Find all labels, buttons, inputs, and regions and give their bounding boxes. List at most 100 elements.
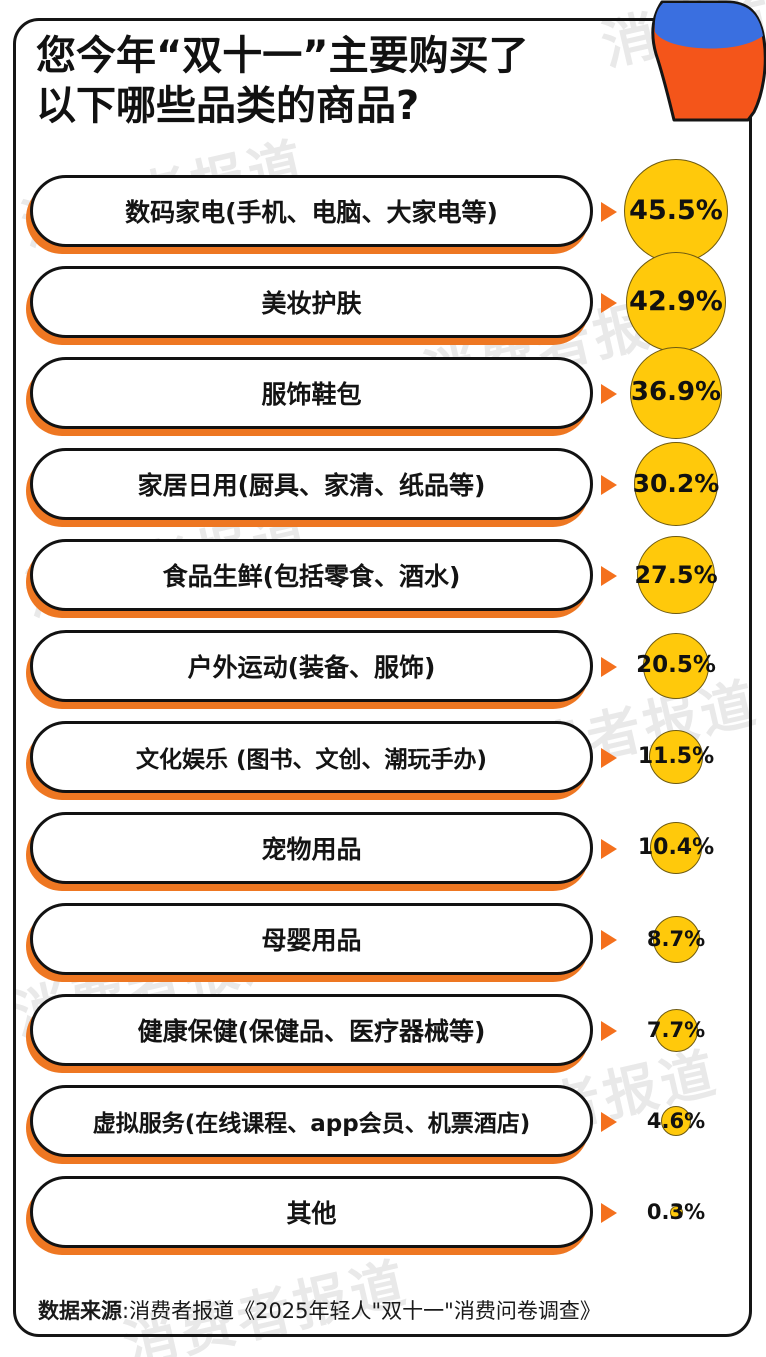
triangle-right-icon — [601, 293, 617, 313]
bubble-circle — [634, 442, 718, 526]
category-pill[interactable]: 健康保健(保健品、医疗器械等) — [26, 994, 593, 1073]
pill-body: 服饰鞋包 — [30, 357, 593, 429]
percentage-bubble: 7.7% — [624, 994, 766, 1066]
data-source-note: 数据来源:消费者报道《2025年轻人"双十一"消费问卷调查》 — [38, 1295, 728, 1325]
category-row: 母婴用品 8.7% — [0, 903, 766, 994]
percentage-bubble: 45.5% — [624, 159, 766, 263]
pill-body: 健康保健(保健品、医疗器械等) — [30, 994, 593, 1066]
bubble-circle — [624, 159, 728, 263]
title-line-1: 您今年“双十一”主要购买了 — [36, 33, 529, 79]
percentage-bubble: 27.5% — [624, 536, 766, 614]
bubble-circle — [669, 1205, 683, 1219]
category-row: 美妆护肤 42.9% — [0, 252, 766, 357]
percentage-bubble: 36.9% — [624, 347, 766, 439]
percentage-bubble: 30.2% — [624, 442, 766, 526]
pill-body: 宠物用品 — [30, 812, 593, 884]
triangle-right-icon — [601, 475, 617, 495]
triangle-right-icon — [601, 657, 617, 677]
category-row: 服饰鞋包 36.9% — [0, 347, 766, 448]
category-label: 数码家电(手机、电脑、大家电等) — [125, 198, 498, 227]
data-source-label: 数据来源 — [38, 1299, 122, 1323]
bubble-circle — [652, 915, 700, 963]
category-row: 食品生鲜(包括零食、酒水) 27.5% — [0, 536, 766, 630]
bubble-circle — [630, 347, 722, 439]
category-row: 文化娱乐 (图书、文创、潮玩手办) 11.5% — [0, 721, 766, 812]
category-label: 其他 — [286, 1199, 337, 1228]
pill-body: 虚拟服务(在线课程、app会员、机票酒店) — [30, 1085, 593, 1157]
category-list: 数码家电(手机、电脑、大家电等) 45.5% 美妆护肤 42.9% 服饰鞋包 36.9% 家… — [0, 159, 766, 1267]
percentage-bubble: 0.3% — [624, 1176, 766, 1248]
percentage-value: 45.5% — [629, 194, 723, 226]
triangle-right-icon — [601, 748, 617, 768]
category-label: 文化娱乐 (图书、文创、潮玩手办) — [135, 747, 488, 773]
percentage-value: 10.4% — [637, 835, 715, 861]
triangle-right-icon — [601, 202, 617, 222]
data-source-separator: : — [122, 1299, 130, 1323]
category-row: 健康保健(保健品、医疗器械等) 7.7% — [0, 994, 766, 1085]
bubble-circle — [661, 1106, 691, 1136]
triangle-right-icon — [601, 1203, 617, 1223]
percentage-value: 4.6% — [646, 1108, 706, 1133]
pill-body: 数码家电(手机、电脑、大家电等) — [30, 175, 593, 247]
category-row: 家居日用(厨具、家清、纸品等) 30.2% — [0, 442, 766, 539]
pill-body: 家居日用(厨具、家清、纸品等) — [30, 448, 593, 520]
bubble-circle — [643, 633, 709, 699]
triangle-right-icon — [601, 384, 617, 404]
data-source-value: 消费者报道《2025年轻人"双十一"消费问卷调查》 — [129, 1299, 601, 1323]
pill-body: 食品生鲜(包括零食、酒水) — [30, 539, 593, 611]
percentage-value: 42.9% — [629, 285, 723, 317]
triangle-right-icon — [601, 1112, 617, 1132]
category-pill[interactable]: 数码家电(手机、电脑、大家电等) — [26, 175, 593, 254]
triangle-right-icon — [601, 839, 617, 859]
category-row: 其他 0.3% — [0, 1176, 766, 1267]
percentage-value: 11.5% — [637, 744, 715, 770]
category-pill[interactable]: 服饰鞋包 — [26, 357, 593, 436]
title-line-2: 以下哪些品类的商品? — [36, 82, 420, 129]
category-row: 户外运动(装备、服饰) 20.5% — [0, 630, 766, 721]
category-label: 服饰鞋包 — [261, 380, 362, 409]
category-pill[interactable]: 家居日用(厨具、家清、纸品等) — [26, 448, 593, 527]
percentage-value: 36.9% — [630, 377, 722, 408]
pill-body: 户外运动(装备、服饰) — [30, 630, 593, 702]
pill-body: 文化娱乐 (图书、文创、潮玩手办) — [30, 721, 593, 793]
category-label: 虚拟服务(在线课程、app会员、机票酒店) — [92, 1111, 531, 1137]
percentage-value: 7.7% — [646, 1017, 706, 1042]
category-pill[interactable]: 其他 — [26, 1176, 593, 1255]
bubble-circle — [649, 730, 703, 784]
category-label: 食品生鲜(包括零食、酒水) — [162, 562, 461, 591]
category-pill[interactable]: 虚拟服务(在线课程、app会员、机票酒店) — [26, 1085, 593, 1164]
category-pill[interactable]: 户外运动(装备、服饰) — [26, 630, 593, 709]
percentage-bubble: 10.4% — [624, 812, 766, 884]
category-row: 数码家电(手机、电脑、大家电等) 45.5% — [0, 159, 766, 266]
triangle-right-icon — [601, 566, 617, 586]
triangle-right-icon — [601, 930, 617, 950]
pill-body: 美妆护肤 — [30, 266, 593, 338]
category-row: 宠物用品 10.4% — [0, 812, 766, 903]
percentage-bubble: 20.5% — [624, 630, 766, 702]
bubble-circle — [626, 252, 726, 352]
category-pill[interactable]: 文化娱乐 (图书、文创、潮玩手办) — [26, 721, 593, 800]
corner-ribbon-icon — [630, 0, 766, 132]
page-title: 您今年“双十一”主要购买了 以下哪些品类的商品? — [36, 32, 646, 131]
category-pill[interactable]: 食品生鲜(包括零食、酒水) — [26, 539, 593, 618]
percentage-value: 8.7% — [646, 926, 706, 951]
percentage-value: 0.3% — [646, 1199, 706, 1224]
pill-body: 其他 — [30, 1176, 593, 1248]
category-label: 户外运动(装备、服饰) — [187, 653, 436, 682]
percentage-bubble: 42.9% — [624, 252, 766, 352]
category-label: 家居日用(厨具、家清、纸品等) — [137, 471, 486, 500]
category-label: 美妆护肤 — [261, 289, 362, 318]
bubble-circle — [637, 536, 715, 614]
percentage-bubble: 4.6% — [624, 1085, 766, 1157]
category-label: 健康保健(保健品、医疗器械等) — [137, 1017, 486, 1046]
category-label: 母婴用品 — [261, 926, 362, 955]
percentage-value: 27.5% — [634, 560, 718, 589]
category-pill[interactable]: 母婴用品 — [26, 903, 593, 982]
category-pill[interactable]: 宠物用品 — [26, 812, 593, 891]
triangle-right-icon — [601, 1021, 617, 1041]
category-pill[interactable]: 美妆护肤 — [26, 266, 593, 345]
category-label: 宠物用品 — [261, 835, 362, 864]
percentage-value: 30.2% — [632, 469, 720, 498]
bubble-circle — [650, 822, 702, 874]
